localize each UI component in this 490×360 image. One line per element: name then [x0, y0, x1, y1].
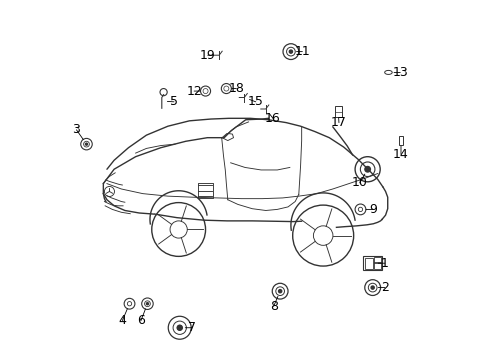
Text: 9: 9: [369, 203, 377, 216]
Text: 12: 12: [186, 85, 202, 98]
Circle shape: [289, 50, 293, 53]
Bar: [335, 106, 342, 117]
Bar: [365, 258, 373, 269]
Bar: [399, 136, 403, 145]
Text: 18: 18: [228, 82, 245, 95]
Text: 10: 10: [352, 176, 368, 189]
Text: 16: 16: [265, 112, 281, 125]
Text: 17: 17: [331, 116, 347, 129]
Circle shape: [85, 143, 88, 145]
Text: 4: 4: [119, 314, 126, 327]
Bar: [374, 262, 381, 269]
Circle shape: [279, 289, 282, 293]
Text: 14: 14: [393, 148, 409, 161]
Circle shape: [365, 166, 370, 172]
Bar: [374, 257, 381, 263]
Text: 2: 2: [381, 281, 389, 294]
Circle shape: [147, 303, 148, 305]
Bar: [364, 256, 382, 270]
Text: 1: 1: [381, 257, 389, 270]
Text: 11: 11: [294, 45, 310, 58]
Circle shape: [177, 325, 182, 330]
Text: 8: 8: [270, 300, 278, 313]
Text: 5: 5: [170, 95, 178, 108]
Text: 7: 7: [188, 321, 196, 334]
Text: 13: 13: [392, 66, 408, 79]
Text: 3: 3: [73, 123, 80, 136]
Text: 19: 19: [200, 49, 216, 62]
Text: 15: 15: [248, 95, 264, 108]
Text: 6: 6: [137, 314, 145, 327]
Circle shape: [371, 286, 374, 289]
